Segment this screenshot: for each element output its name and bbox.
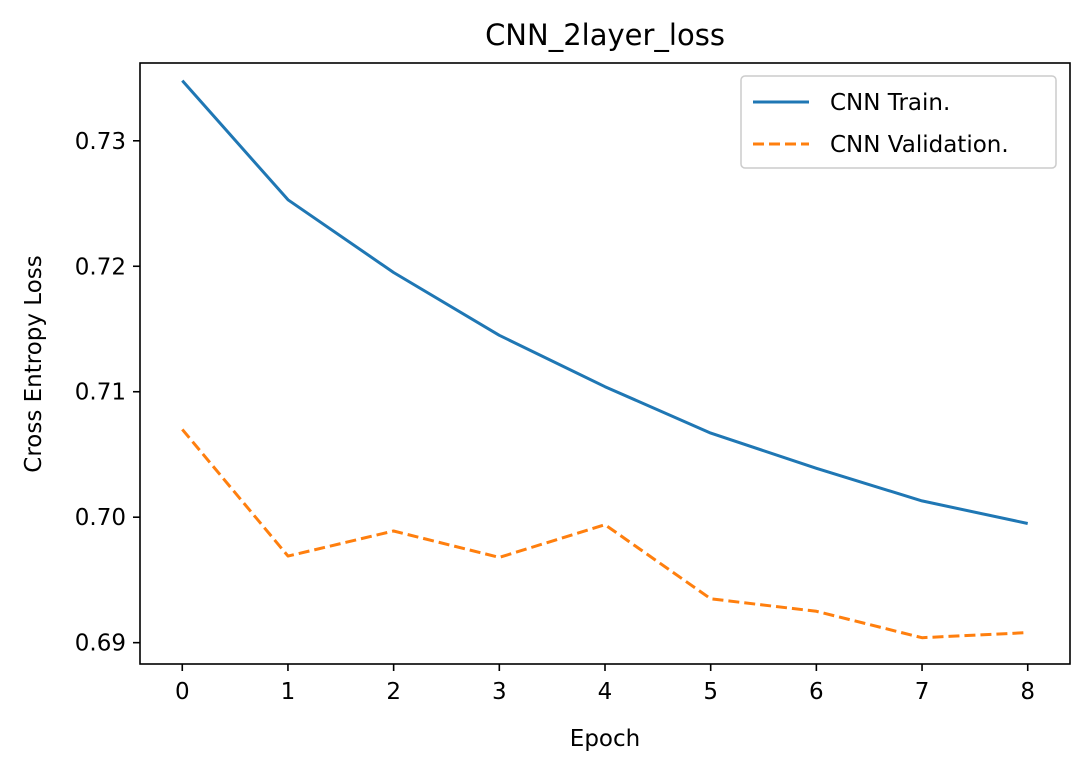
y-tick-label: 0.69 (75, 631, 126, 657)
legend-label: CNN Train. (830, 90, 950, 116)
plot-area (181, 79, 1029, 640)
x-tick-label: 0 (175, 679, 190, 705)
x-axis: 0 1 2 3 4 5 6 7 8 (175, 664, 1035, 705)
y-tick-label: 0.70 (75, 505, 126, 531)
y-tick-label: 0.72 (75, 254, 126, 280)
x-tick-label: 5 (703, 679, 718, 705)
x-tick-label: 6 (809, 679, 824, 705)
y-axis: 0.69 0.70 0.71 0.72 0.73 (75, 129, 140, 657)
x-tick-label: 1 (281, 679, 296, 705)
series-line-train (181, 79, 1029, 525)
y-axis-label: Cross Entropy Loss (21, 255, 47, 472)
legend-box (740, 75, 1057, 169)
x-tick-label: 4 (598, 679, 613, 705)
legend: CNN Train. CNN Validation. (740, 75, 1057, 169)
x-tick-label: 3 (492, 679, 507, 705)
x-tick-label: 8 (1020, 679, 1035, 705)
legend-label: CNN Validation. (830, 132, 1009, 158)
y-tick-label: 0.71 (75, 380, 126, 406)
x-axis-label: Epoch (570, 726, 640, 752)
x-tick-label: 2 (386, 679, 401, 705)
chart-title: CNN_2layer_loss (485, 18, 725, 52)
y-tick-label: 0.73 (75, 129, 126, 155)
x-tick-label: 7 (915, 679, 930, 705)
series-line-validation (181, 428, 1028, 640)
